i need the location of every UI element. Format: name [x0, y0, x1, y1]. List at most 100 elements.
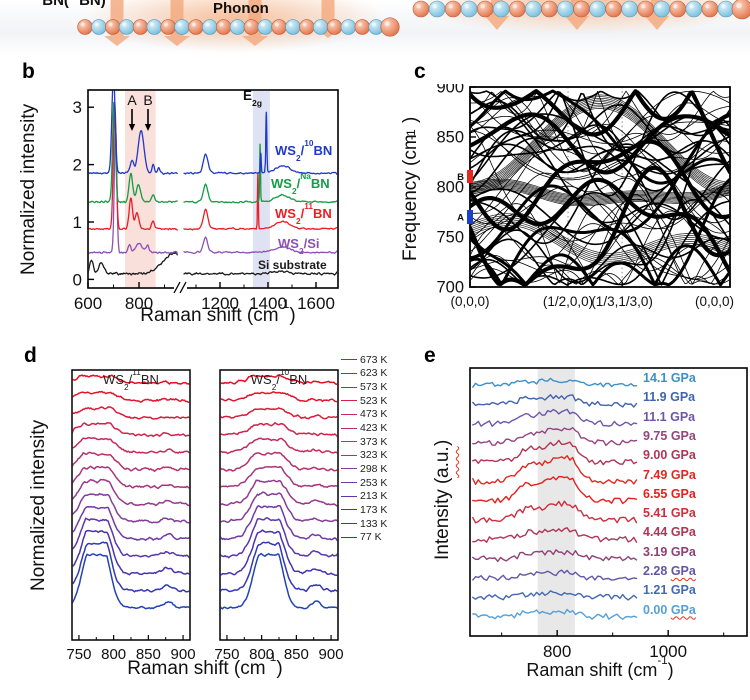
panel-b-ylabel: Normalized intensity [18, 103, 39, 275]
panel-e-letter: e [424, 344, 436, 367]
legend-temperature-label: 473 K [360, 408, 388, 421]
svg-text:800: 800 [543, 642, 571, 661]
pressure-unit: GPa [670, 544, 696, 559]
svg-text:750: 750 [66, 646, 91, 663]
legend-temperature-label: 133 K [360, 517, 388, 530]
legend-line-swatch [341, 441, 357, 443]
svg-text:A: A [127, 92, 137, 108]
svg-text:B: B [457, 172, 464, 183]
legend-line-swatch [341, 536, 357, 538]
legend-temperature-label: 373 K [360, 435, 388, 448]
pressure-label: 9.75 GPa [643, 428, 696, 443]
panel-c-letter: c [414, 60, 426, 83]
legend-temperature-label: 423 K [360, 422, 388, 435]
panel-e-ylabel: Intensity (a.u.) [432, 439, 453, 561]
pressure-label: 11.9 GPa [643, 390, 696, 405]
temperature-legend-row: 133 K [341, 517, 387, 531]
legend-line-swatch [341, 427, 357, 429]
pressure-label: 2.28 GPa [643, 564, 696, 578]
legend-line-swatch [341, 386, 357, 388]
legend-line-swatch [341, 454, 357, 456]
pressure-unit: GPa [670, 564, 696, 578]
temperature-legend-row: 373 K [341, 435, 387, 449]
legend-line-swatch [341, 482, 357, 484]
svg-text:1: 1 [73, 213, 82, 232]
temperature-legend-row: 253 K [341, 476, 387, 490]
svg-text:1000: 1000 [649, 642, 687, 661]
pressure-unit: GPa [670, 506, 696, 521]
pressure-unit: GPa [670, 448, 696, 463]
svg-text:750: 750 [436, 229, 464, 247]
panel-b-legend-item: WS2/Si [278, 236, 320, 256]
panel-a-atoms-art [77, 0, 750, 52]
pressure-label: 4.44 GPa [643, 525, 696, 540]
svg-text:(0,0,0): (0,0,0) [695, 294, 734, 309]
panel-b-xlabel: Raman shift (cm-1) [140, 297, 296, 326]
pressure-unit: GPa [670, 486, 696, 501]
legend-line-swatch [341, 495, 357, 497]
legend-line-swatch [341, 359, 357, 361]
pressure-unit: GPa [670, 583, 696, 598]
legend-line-swatch [341, 372, 357, 374]
temperature-legend-row: 673 K [341, 353, 387, 367]
temperature-legend-row: 573 K [341, 380, 387, 394]
arb-units-text: a.u. [432, 446, 453, 478]
svg-text:900: 900 [171, 646, 196, 663]
legend-line-swatch [341, 400, 357, 402]
temperature-legend-row: 523 K [341, 394, 387, 408]
spectrum-4 [88, 90, 338, 175]
svg-text:(1/2,0,0): (1/2,0,0) [543, 294, 593, 309]
panel-c-ylabel: Frequency (cm -1) [400, 117, 421, 261]
svg-text:700: 700 [436, 279, 464, 297]
panel-e-plot: 800 1000 [469, 367, 748, 661]
pressure-label: 0.00 GPa [643, 602, 696, 617]
legend-temperature-label: 77 K [360, 531, 382, 544]
panel-b-legend-item: WS2/10BN [275, 137, 333, 163]
legend-temperature-label: 573 K [360, 381, 388, 394]
legend-temperature-label: 173 K [360, 503, 388, 516]
panel-d-letter: d [24, 344, 37, 367]
svg-text:850: 850 [136, 646, 161, 663]
panel-a-left-label: NaBN(11BN) [42, 0, 106, 9]
svg-text:B: B [143, 92, 152, 108]
pressure-label: 1.21 GPa [643, 583, 696, 598]
legend-line-swatch [341, 509, 357, 511]
pressure-label: 14.1 GPa [643, 371, 696, 385]
svg-text:800: 800 [249, 646, 274, 663]
svg-text:850: 850 [284, 646, 309, 663]
spectrum-1 [88, 125, 338, 255]
panel-b-legend-item: Si substrate [258, 258, 327, 272]
pressure-label: 3.19 GPa [643, 544, 696, 559]
svg-text:900: 900 [436, 84, 464, 97]
pressure-label: 6.55 GPa [643, 486, 696, 501]
panel-d-legend: 673 K 623 K 573 K 523 K 473 K 423 K 373 K 323 K… [341, 353, 387, 544]
svg-text:600: 600 [74, 294, 102, 313]
spectrum-0 [88, 251, 338, 276]
legend-line-swatch [341, 468, 357, 470]
legend-line-swatch [341, 413, 357, 415]
temperature-legend-row: 77 K [341, 530, 387, 544]
panel-d-right-title: WS2/10BN [250, 366, 308, 392]
pressure-label: 5.41 GPa [643, 506, 696, 521]
svg-text:(0,0,0): (0,0,0) [450, 294, 489, 309]
svg-text:900: 900 [319, 646, 344, 663]
svg-text:1400: 1400 [249, 294, 287, 313]
svg-text:0: 0 [73, 270, 82, 289]
spectrum-2 [88, 102, 338, 231]
svg-text:800: 800 [125, 294, 153, 313]
svg-text:800: 800 [101, 646, 126, 663]
legend-temperature-label: 523 K [360, 394, 388, 407]
svg-text:750: 750 [214, 646, 239, 663]
pressure-label: 11.1 GPa [643, 409, 696, 424]
svg-text:800: 800 [436, 179, 464, 197]
panel-b-plot: 600 800 1200 1400 1600 0 1 2 3 A B [73, 89, 339, 313]
temperature-legend-row: 623 K [341, 367, 387, 381]
legend-temperature-label: 673 K [360, 353, 388, 366]
legend-line-swatch [341, 523, 357, 524]
pressure-label: 9.00 GPa [643, 448, 696, 463]
legend-temperature-label: 298 K [360, 462, 388, 475]
temperature-legend-row: 298 K [341, 462, 387, 476]
temperature-legend-row: 473 K [341, 408, 387, 422]
